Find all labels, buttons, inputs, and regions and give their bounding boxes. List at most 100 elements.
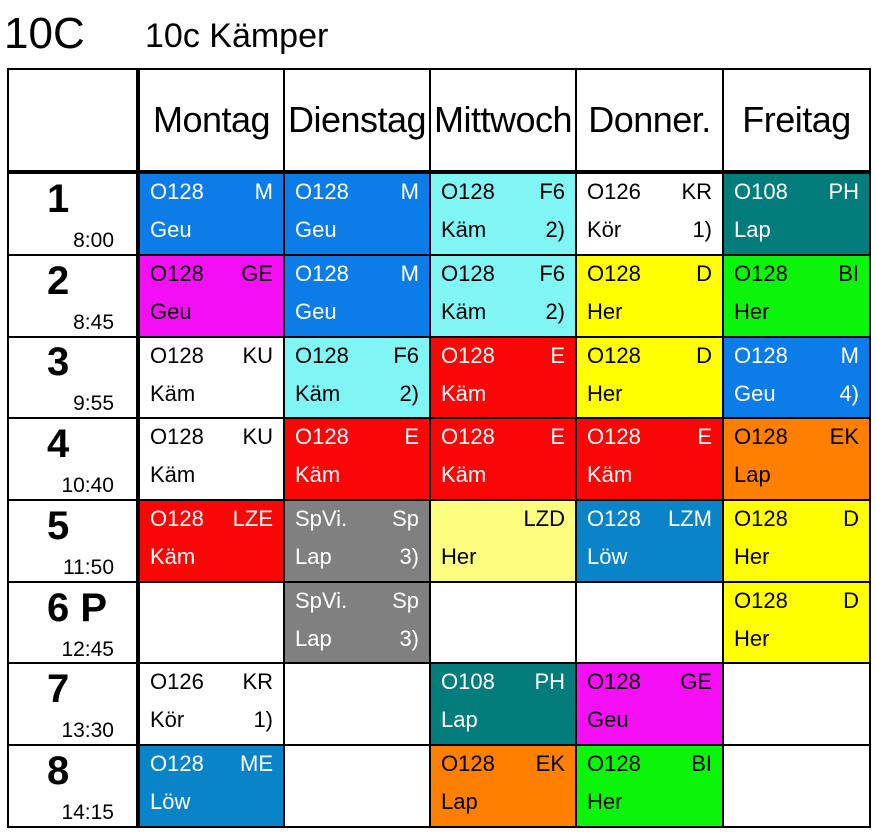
lesson-teacher: Geu <box>295 298 337 324</box>
lesson-room: O128 <box>587 751 641 777</box>
lesson-subject: D <box>843 587 859 613</box>
period-label-cell: 2 8:45 <box>7 253 140 338</box>
lesson-room: O128 <box>150 505 204 531</box>
lesson-subject: GE <box>241 260 273 286</box>
lesson-teacher: Lap <box>295 625 332 651</box>
lesson-subject: KU <box>242 342 273 368</box>
lesson: O128 GE Geu <box>140 257 282 335</box>
lesson-room: O128 <box>295 424 349 450</box>
lesson-subject: KR <box>681 179 712 204</box>
lesson-cell-thursday[interactable]: O128 LZM Löw <box>575 498 724 583</box>
lesson-cell-tuesday[interactable]: O128 F6 Käm 2) <box>283 335 431 420</box>
lesson-cell-monday[interactable]: O128 KU Käm <box>137 417 285 501</box>
lesson-room: O128 <box>441 342 495 368</box>
lesson-cell-thursday[interactable]: O128 D Her <box>575 253 724 338</box>
lesson-subject: D <box>696 260 712 286</box>
lesson-teacher: Her <box>587 380 623 406</box>
lesson-cell-tuesday[interactable]: O128 M Geu <box>283 171 431 256</box>
lesson-subject: PH <box>534 669 565 695</box>
lesson-subject: M <box>254 179 273 204</box>
period-time: 12:45 <box>61 637 114 661</box>
lesson: O128 E Käm <box>432 420 574 498</box>
lesson-teacher: Kör <box>150 707 185 733</box>
lesson-cell-monday[interactable]: O128 ME Löw <box>137 744 285 828</box>
period-label: 7 13:30 <box>10 665 134 743</box>
period-label: 3 9:55 <box>10 338 134 416</box>
lesson-cell-thursday[interactable]: O128 D Her <box>575 335 724 420</box>
lesson: O128 KU Käm <box>140 420 282 498</box>
period-row: 2 8:45 O128 GE Geu O128 M Geu O128 F6 Käm 2) O128 D He… <box>7 253 871 338</box>
period-label-cell: 8 14:15 <box>7 744 140 828</box>
lesson-cell-tuesday[interactable]: O128 E Käm <box>283 417 431 501</box>
lesson-cell-wednesday[interactable]: O108 PH Lap <box>429 662 577 747</box>
lesson: O128 M Geu <box>286 257 428 335</box>
lesson-cell-tuesday[interactable]: SpVi. Sp Lap 3) <box>283 498 431 583</box>
lesson-cell-thursday[interactable]: O128 GE Geu <box>575 662 724 747</box>
lesson-cell-monday[interactable]: O128 KU Käm <box>137 335 285 420</box>
lesson-cell-thursday[interactable]: O126 KR Kör 1) <box>575 171 724 256</box>
lesson-teacher: Geu <box>295 217 337 242</box>
lesson-cell-wednesday[interactable]: O128 E Käm <box>429 335 577 420</box>
lesson-room: O128 <box>587 342 641 368</box>
lesson-room: O128 <box>587 669 641 695</box>
lesson-room: O128 <box>150 342 204 368</box>
corner-cell <box>7 68 140 174</box>
lesson-teacher: Löw <box>587 543 628 569</box>
period-time: 9:55 <box>73 392 114 416</box>
lesson-subject: D <box>843 505 859 531</box>
lesson-cell-friday[interactable]: O128 BI Her <box>722 253 871 338</box>
day-header-wednesday: Mittwoch <box>429 68 577 174</box>
lesson-cell-tuesday[interactable]: SpVi. Sp Lap 3) <box>283 580 431 665</box>
lesson-note: 2) <box>399 380 419 406</box>
period-label-cell: 3 9:55 <box>7 335 140 420</box>
lesson-subject: ME <box>240 751 273 777</box>
lesson: O108 PH Lap <box>432 665 574 743</box>
empty-cell-friday <box>722 662 871 747</box>
lesson-cell-friday[interactable]: O128 D Her <box>722 498 871 583</box>
lesson-cell-thursday[interactable]: O128 BI Her <box>575 744 724 828</box>
lesson-note: 1) <box>253 707 273 733</box>
period-number: 8 <box>47 749 70 794</box>
lesson-cell-friday[interactable]: O128 EK Lap <box>722 417 871 501</box>
lesson-teacher: Käm <box>295 462 341 488</box>
lesson-room: O128 <box>587 260 641 286</box>
lesson: O128 D Her <box>578 338 721 416</box>
lesson-cell-friday[interactable]: O128 M Geu 4) <box>722 335 871 420</box>
period-number: 5 <box>47 503 70 548</box>
lesson-cell-friday[interactable]: O108 PH Lap <box>722 171 871 256</box>
lesson-subject: KU <box>242 424 273 450</box>
day-header-tuesday: Dienstag <box>283 68 431 174</box>
class-code: 10C <box>4 9 85 58</box>
lesson-cell-tuesday[interactable]: O128 M Geu <box>283 253 431 338</box>
lesson-subject: E <box>404 424 419 450</box>
lesson-cell-thursday[interactable]: O128 E Käm <box>575 417 724 501</box>
lesson-room: O128 <box>734 505 788 531</box>
lesson-room: SpVi. <box>295 587 348 613</box>
period-number: 7 <box>47 667 70 712</box>
lesson-cell-wednesday[interactable]: O128 EK Lap <box>429 744 577 828</box>
period-label: 4 10:40 <box>10 420 134 498</box>
period-row: 4 10:40 O128 KU Käm O128 E Käm O128 E Käm O128 E Käm O… <box>7 417 871 501</box>
lesson-cell-friday[interactable]: O128 D Her <box>722 580 871 665</box>
period-time: 13:30 <box>61 719 114 743</box>
lesson-cell-monday[interactable]: O128 M Geu <box>137 171 285 256</box>
lesson-cell-wednesday[interactable]: O128 F6 Käm 2) <box>429 171 577 256</box>
lesson-subject: BI <box>838 260 859 286</box>
lesson-cell-wednesday[interactable]: LZD Her <box>429 498 577 583</box>
day-header-monday: Montag <box>137 68 285 174</box>
lesson: O126 KR Kör 1) <box>578 174 721 253</box>
period-time: 10:40 <box>61 474 114 498</box>
lesson-cell-wednesday[interactable]: O128 E Käm <box>429 417 577 501</box>
empty-cell-tuesday <box>283 744 431 828</box>
lesson-subject: LZD <box>523 505 565 531</box>
lesson-cell-monday[interactable]: O128 LZE Käm <box>137 498 285 583</box>
lesson-teacher: Geu <box>150 298 192 324</box>
lesson-cell-monday[interactable]: O126 KR Kör 1) <box>137 662 285 747</box>
lesson-note: 3) <box>399 625 419 651</box>
period-time: 11:50 <box>63 555 114 579</box>
lesson-subject: F6 <box>393 342 419 368</box>
lesson-room: O128 <box>295 260 349 286</box>
lesson-cell-monday[interactable]: O128 GE Geu <box>137 253 285 338</box>
lesson-cell-wednesday[interactable]: O128 F6 Käm 2) <box>429 253 577 338</box>
period-label-cell: 5 11:50 <box>7 498 140 583</box>
